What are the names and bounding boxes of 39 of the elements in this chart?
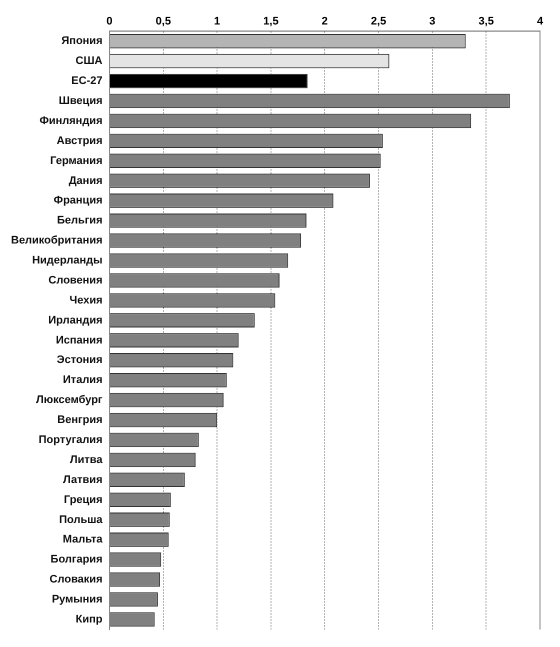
y-tick-label: Польша	[59, 514, 104, 526]
y-tick-label: Мальта	[62, 534, 104, 546]
y-tick-label: Ирландия	[48, 314, 102, 326]
y-tick-label: Греция	[64, 494, 102, 506]
y-tick-label: Испания	[56, 334, 102, 346]
y-tick-label: США	[76, 55, 103, 68]
y-tick-label: Нидерланды	[32, 254, 102, 267]
x-tick-label: 0,5	[156, 16, 171, 28]
y-tick-label: Латвия	[63, 474, 102, 486]
x-tick-label: 1,5	[263, 16, 279, 28]
x-tick-label: 3,5	[478, 16, 494, 28]
x-tick-label: 1	[214, 16, 220, 28]
y-tick-label: Финляндия	[39, 114, 102, 127]
y-tick-label: Бельгия	[56, 214, 102, 227]
y-tick-label: Румыния	[52, 594, 102, 606]
y-tick-label: Болгария	[50, 554, 102, 566]
x-tick-label: 2,5	[370, 16, 386, 28]
y-tick-label: Япония	[61, 35, 102, 48]
y-tick-label: Венгрия	[57, 414, 102, 426]
y-tick-label: Чехия	[69, 294, 102, 306]
x-tick-label: 2	[322, 16, 328, 28]
y-tick-label: Словакия	[50, 574, 102, 586]
y-tick-label: Швеция	[58, 95, 102, 108]
y-tick-label: Литва	[70, 454, 104, 466]
y-tick-label: ЕС-27	[71, 75, 102, 88]
x-tick-label: 3	[429, 16, 436, 28]
y-tick-label: Словения	[48, 274, 102, 286]
y-tick-label: Португалия	[38, 434, 102, 446]
x-tick-label: 4	[536, 16, 544, 28]
y-tick-label: Франция	[54, 194, 102, 207]
y-tick-label: Австрия	[56, 134, 102, 147]
y-tick-label: Эстония	[56, 354, 102, 366]
y-tick-label: Великобритания	[10, 234, 102, 247]
y-tick-label: Германия	[50, 154, 102, 167]
y-tick-label: Люксембург	[36, 394, 103, 406]
y-tick-label: Дания	[68, 174, 102, 187]
y-tick-label: Италия	[62, 374, 102, 386]
y-tick-label: Кипр	[76, 613, 103, 626]
x-tick-label: 0	[106, 16, 113, 28]
